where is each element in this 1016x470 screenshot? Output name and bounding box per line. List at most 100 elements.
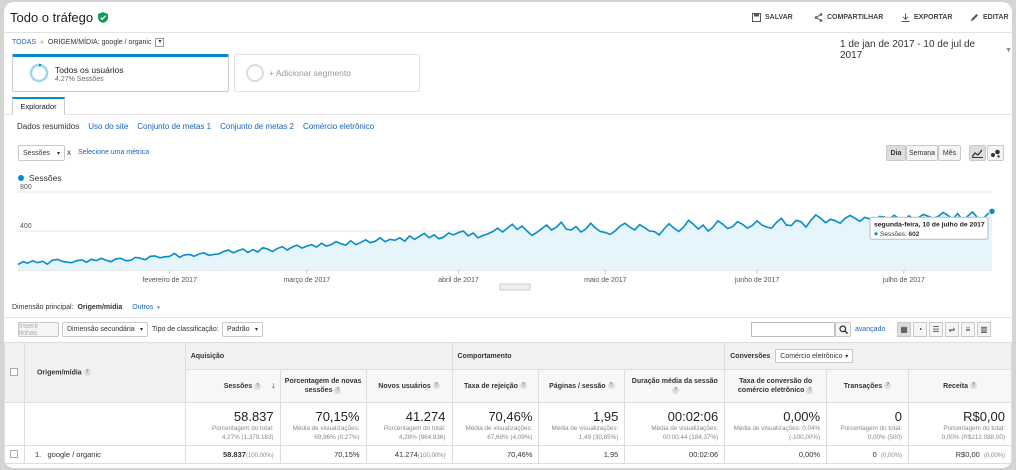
help-icon[interactable]: ? bbox=[334, 386, 342, 394]
comparison-view-icon[interactable]: ⇌ bbox=[945, 322, 959, 337]
secondary-dimension-dropdown[interactable]: Dimensão secundária ▾ bbox=[62, 322, 148, 337]
date-range-text: 1 de jan de 2017 - 10 de jul de 2017 bbox=[840, 39, 976, 61]
line-chart-toggle[interactable] bbox=[969, 145, 986, 161]
select-all-checkbox[interactable] bbox=[10, 367, 19, 376]
help-icon[interactable]: ? bbox=[969, 382, 977, 390]
col-header-avg-duration[interactable]: Duração média da sessão? bbox=[624, 369, 726, 403]
table-search-input[interactable] bbox=[751, 322, 835, 337]
chart-legend: Sessões bbox=[18, 173, 62, 183]
col-header-revenue[interactable]: Receita? bbox=[908, 369, 1012, 403]
share-button[interactable]: COMPARTILHAR bbox=[814, 13, 883, 22]
primary-dimension-label: Dimensão principal: bbox=[12, 304, 74, 311]
col-header-new-users[interactable]: Novos usuários? bbox=[365, 369, 453, 403]
row-checkbox-cell bbox=[4, 445, 25, 464]
total-pages-per-session: 1,95 Média de visualizações: 1,49 (30,85%) bbox=[538, 402, 626, 446]
secondary-dimension-label: Dimensão secundária bbox=[67, 326, 135, 333]
motion-chart-toggle[interactable] bbox=[987, 145, 1004, 161]
granularity-week-button[interactable]: Semana bbox=[906, 145, 938, 161]
subtab-summary[interactable]: Dados resumidos bbox=[17, 122, 80, 131]
primary-dimension-active[interactable]: Origem/mídia bbox=[77, 304, 123, 311]
pencil-icon bbox=[971, 14, 978, 21]
legend-marker bbox=[18, 175, 24, 181]
row-transactions: 0 (0,00%) bbox=[826, 445, 910, 464]
help-icon[interactable]: ? bbox=[607, 382, 615, 390]
row-bounce-rate: 70,46% bbox=[451, 445, 540, 464]
pie-view-icon[interactable]: ◔ bbox=[913, 322, 927, 337]
dropdown-arrow-icon: ▾ bbox=[56, 150, 60, 157]
x-tick-label: abril de 2017 bbox=[438, 277, 479, 284]
col-header-new-sessions-pct[interactable]: Porcentagem de novas sessões? bbox=[279, 369, 367, 403]
page-title: Todo o tráfego bbox=[10, 10, 94, 25]
granularity-day-button[interactable]: Dia bbox=[886, 145, 906, 161]
table-row[interactable]: 1. google / organic 58.837(100,00%) 70,1… bbox=[4, 445, 1012, 464]
row-pages-per-session: 1,95 bbox=[538, 445, 626, 464]
row-avg-duration: 00:02:06 bbox=[624, 445, 726, 464]
dropdown-arrow-icon: ▾ bbox=[845, 353, 849, 360]
search-icon bbox=[838, 325, 848, 334]
grid-view-icon[interactable]: ▦ bbox=[897, 322, 911, 337]
total-sessions: 58.837 Porcentagem do total: 4,27% (1.379.… bbox=[184, 402, 281, 446]
col-header-transactions[interactable]: Transações? bbox=[826, 369, 910, 403]
sort-type-dropdown[interactable]: Padrão ▾ bbox=[222, 322, 263, 337]
metric-dropdown[interactable]: Sessões ▾ bbox=[18, 145, 65, 161]
x-tick-label: maio de 2017 bbox=[584, 277, 627, 284]
col-header-bounce-rate[interactable]: Taxa de rejeição? bbox=[451, 369, 540, 403]
conversions-goal-dropdown[interactable]: Comércio eletrônico ▾ bbox=[775, 349, 854, 363]
conversions-group-header: Conversões Comércio eletrônico ▾ bbox=[724, 342, 1012, 370]
granularity-month-button[interactable]: Mês bbox=[938, 145, 961, 161]
totals-row: 58.837 Porcentagem do total: 4,27% (1.379.… bbox=[4, 402, 1012, 446]
tooltip-value: Sessões: 602 bbox=[880, 231, 920, 238]
subtab-goal-set-2[interactable]: Conjunto de metas 2 bbox=[220, 122, 294, 131]
row-checkbox[interactable] bbox=[10, 449, 19, 458]
analytics-window: Todo o tráfego SALVAR COMPARTILHAR EXPOR… bbox=[4, 2, 1012, 468]
search-button[interactable] bbox=[835, 322, 851, 337]
segment-circle-icon bbox=[29, 63, 49, 83]
help-icon[interactable]: ? bbox=[884, 382, 892, 390]
tab-explorer[interactable]: Explorador bbox=[12, 97, 65, 115]
performance-view-icon[interactable]: ☰ bbox=[929, 322, 943, 337]
help-icon[interactable]: ? bbox=[83, 368, 91, 376]
breadcrumb-dropdown-icon[interactable]: ▾ bbox=[155, 38, 165, 47]
dimension-header[interactable]: Origem/mídia? bbox=[23, 342, 186, 403]
subtab-site-usage[interactable]: Uso do site bbox=[88, 122, 129, 131]
row-revenue: R$0,00 (0,00%) bbox=[908, 445, 1012, 464]
advanced-filter-link[interactable]: avançado bbox=[855, 326, 886, 333]
verified-shield-icon bbox=[98, 12, 109, 23]
help-icon[interactable]: ? bbox=[432, 382, 440, 390]
tooltip-series-marker bbox=[874, 232, 878, 236]
export-button[interactable]: EXPORTAR bbox=[901, 13, 952, 22]
help-icon[interactable]: ? bbox=[672, 386, 680, 394]
edit-button[interactable]: EDITAR bbox=[970, 13, 1009, 22]
col-header-ecommerce-conv-rate[interactable]: Taxa de conversão do comércio eletrônico… bbox=[724, 369, 828, 403]
help-icon[interactable]: ? bbox=[254, 382, 262, 390]
line-chart-icon bbox=[972, 149, 983, 158]
pivot-view-icon[interactable]: ▥ bbox=[977, 322, 991, 337]
save-button[interactable]: SALVAR bbox=[752, 13, 793, 22]
help-icon[interactable]: ? bbox=[806, 386, 814, 394]
term-cloud-view-icon[interactable]: ≡ bbox=[961, 322, 975, 337]
date-range-picker[interactable]: 1 de jan de 2017 - 10 de jul de 2017 ▼ bbox=[840, 39, 1012, 61]
subtab-ecommerce[interactable]: Comércio eletrônico bbox=[302, 122, 375, 131]
select-metric-link[interactable]: Selecione uma métrica bbox=[78, 149, 150, 156]
y-tick-label: 800 bbox=[20, 184, 32, 191]
select-all-cell bbox=[4, 342, 25, 403]
row-dimension-link[interactable]: google / organic bbox=[47, 450, 101, 459]
metric-dropdown-label: Sessões bbox=[23, 149, 50, 157]
subtab-goal-set-1[interactable]: Conjunto de metas 1 bbox=[137, 122, 212, 131]
dropdown-arrow-icon: ▾ bbox=[139, 327, 143, 333]
sessions-line-chart[interactable]: 800 400 fevereiro de 2017 março de 2017 abri… bbox=[4, 182, 1012, 294]
help-icon[interactable]: ? bbox=[519, 382, 527, 390]
add-segment-card[interactable]: + Adicionar segmento bbox=[234, 54, 420, 92]
segment-card-all-users[interactable]: Todos os usuários 4,27% Sessões bbox=[12, 54, 229, 92]
insert-row-button[interactable]: Inserir linhas bbox=[18, 322, 59, 337]
x-tick-label: julho de 2017 bbox=[882, 277, 925, 284]
col-header-pages-per-session[interactable]: Páginas / sessão? bbox=[538, 369, 626, 403]
tooltip-date: segunda-feira, 10 de julho de 2017 bbox=[874, 221, 985, 228]
primary-dimension-other[interactable]: Outros bbox=[132, 304, 154, 311]
row-new-sessions-pct: 70,15% bbox=[279, 445, 367, 464]
total-avg-duration: 00:02:06 Média de visualizações: 00:00:44 … bbox=[624, 402, 726, 446]
total-new-users: 41.274 Porcentagem do total: 4,28% (964.93… bbox=[365, 402, 453, 446]
col-header-sessions[interactable]: Sessões? ↓ bbox=[184, 369, 281, 403]
breadcrumb-root-link[interactable]: TODAS bbox=[12, 39, 36, 46]
row-dimension-cell[interactable]: 1. google / organic bbox=[23, 445, 186, 464]
